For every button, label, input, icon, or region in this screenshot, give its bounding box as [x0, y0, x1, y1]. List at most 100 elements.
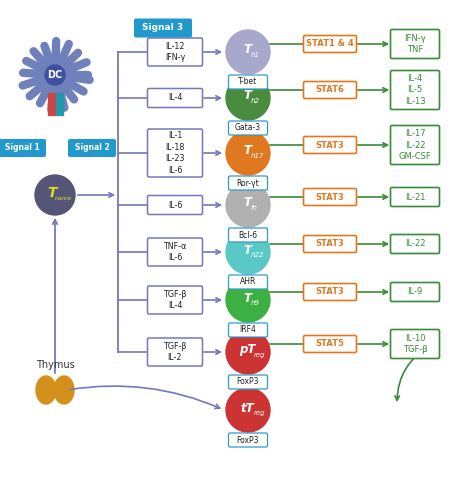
FancyBboxPatch shape	[228, 323, 267, 337]
Circle shape	[226, 131, 270, 175]
Text: DC: DC	[47, 70, 63, 80]
Text: reg: reg	[254, 410, 265, 416]
Bar	[53, 93, 55, 115]
FancyBboxPatch shape	[391, 235, 439, 253]
Text: IFN-γ
TNF: IFN-γ TNF	[404, 34, 426, 54]
Text: TGF-β
IL-2: TGF-β IL-2	[163, 342, 187, 362]
Text: IL-22: IL-22	[405, 240, 425, 248]
Circle shape	[226, 230, 270, 274]
FancyBboxPatch shape	[147, 89, 202, 107]
Text: h2: h2	[251, 98, 260, 104]
Text: IRF4: IRF4	[239, 325, 256, 335]
FancyBboxPatch shape	[147, 338, 202, 366]
FancyBboxPatch shape	[147, 286, 202, 314]
Circle shape	[35, 175, 75, 215]
FancyBboxPatch shape	[68, 139, 116, 157]
Ellipse shape	[54, 376, 74, 404]
FancyBboxPatch shape	[147, 238, 202, 266]
FancyBboxPatch shape	[303, 236, 356, 252]
Text: STAT1 & 4: STAT1 & 4	[306, 40, 354, 49]
Circle shape	[226, 388, 270, 432]
FancyBboxPatch shape	[228, 433, 267, 447]
Text: STAT3: STAT3	[316, 141, 345, 149]
Text: IL-4: IL-4	[168, 94, 182, 102]
Bar	[61, 93, 64, 115]
FancyBboxPatch shape	[391, 188, 439, 206]
Text: TGF-β
IL-4: TGF-β IL-4	[163, 290, 187, 310]
FancyBboxPatch shape	[391, 283, 439, 301]
Text: h22: h22	[251, 252, 264, 258]
FancyBboxPatch shape	[228, 75, 267, 89]
Text: Gata-3: Gata-3	[235, 123, 261, 132]
FancyBboxPatch shape	[391, 125, 439, 165]
Text: IL-4
IL-5
IL-13: IL-4 IL-5 IL-13	[405, 74, 425, 106]
Text: STAT6: STAT6	[316, 85, 345, 95]
Bar	[56, 93, 60, 115]
FancyBboxPatch shape	[391, 71, 439, 109]
Text: T: T	[243, 90, 251, 102]
Text: FoxP3: FoxP3	[237, 377, 259, 387]
Text: IL-1
IL-18
IL-23
IL-6: IL-1 IL-18 IL-23 IL-6	[165, 131, 185, 174]
Text: T: T	[47, 186, 57, 200]
Text: Ror-γt: Ror-γt	[237, 178, 259, 188]
Text: IL-10
TGF-β: IL-10 TGF-β	[402, 334, 428, 354]
FancyBboxPatch shape	[147, 38, 202, 66]
FancyBboxPatch shape	[228, 275, 267, 289]
Ellipse shape	[36, 376, 56, 404]
Bar	[48, 93, 52, 115]
Text: STAT3: STAT3	[316, 288, 345, 296]
Text: reg: reg	[254, 352, 265, 358]
FancyBboxPatch shape	[303, 81, 356, 98]
Text: IL-9: IL-9	[407, 288, 423, 296]
Text: IL-17
IL-22
GM-CSF: IL-17 IL-22 GM-CSF	[399, 129, 431, 161]
Text: IL-12
IFN-γ: IL-12 IFN-γ	[165, 42, 185, 62]
Text: STAT5: STAT5	[316, 340, 345, 348]
Circle shape	[37, 57, 73, 93]
Text: T: T	[243, 196, 251, 210]
Text: Bcl-6: Bcl-6	[238, 230, 257, 240]
FancyBboxPatch shape	[228, 121, 267, 135]
FancyBboxPatch shape	[228, 176, 267, 190]
Circle shape	[226, 30, 270, 74]
Text: h1: h1	[251, 52, 260, 58]
FancyBboxPatch shape	[134, 19, 192, 38]
Text: Signal 2: Signal 2	[74, 144, 109, 152]
Text: fh: fh	[251, 205, 258, 211]
Text: STAT3: STAT3	[316, 193, 345, 201]
FancyBboxPatch shape	[303, 35, 356, 52]
Text: T: T	[243, 44, 251, 56]
FancyBboxPatch shape	[391, 329, 439, 359]
Text: T-bet: T-bet	[238, 77, 258, 87]
Text: Signal 1: Signal 1	[5, 144, 39, 152]
Circle shape	[45, 65, 65, 85]
Text: tT: tT	[240, 401, 254, 415]
Text: FoxP3: FoxP3	[237, 436, 259, 444]
FancyBboxPatch shape	[303, 336, 356, 352]
FancyBboxPatch shape	[391, 29, 439, 58]
FancyBboxPatch shape	[228, 228, 267, 242]
Text: naive: naive	[55, 196, 72, 201]
FancyBboxPatch shape	[147, 196, 202, 215]
Text: STAT3: STAT3	[316, 240, 345, 248]
Text: AHR: AHR	[240, 277, 256, 287]
Text: T: T	[243, 145, 251, 157]
FancyBboxPatch shape	[303, 284, 356, 300]
Text: pT: pT	[239, 343, 255, 357]
Text: TNF-α
IL-6: TNF-α IL-6	[164, 242, 187, 262]
Text: T: T	[243, 292, 251, 304]
FancyBboxPatch shape	[228, 375, 267, 389]
Text: h9: h9	[251, 300, 260, 306]
FancyBboxPatch shape	[303, 137, 356, 153]
Text: IL-6: IL-6	[168, 200, 182, 210]
FancyBboxPatch shape	[0, 139, 46, 157]
Circle shape	[226, 183, 270, 227]
FancyBboxPatch shape	[147, 129, 202, 177]
Text: Signal 3: Signal 3	[143, 24, 183, 32]
Text: T: T	[243, 244, 251, 256]
Circle shape	[226, 330, 270, 374]
Circle shape	[226, 76, 270, 120]
Text: IL-21: IL-21	[405, 193, 425, 201]
Text: h17: h17	[251, 153, 264, 159]
Text: Thymus: Thymus	[36, 360, 74, 370]
Circle shape	[226, 278, 270, 322]
